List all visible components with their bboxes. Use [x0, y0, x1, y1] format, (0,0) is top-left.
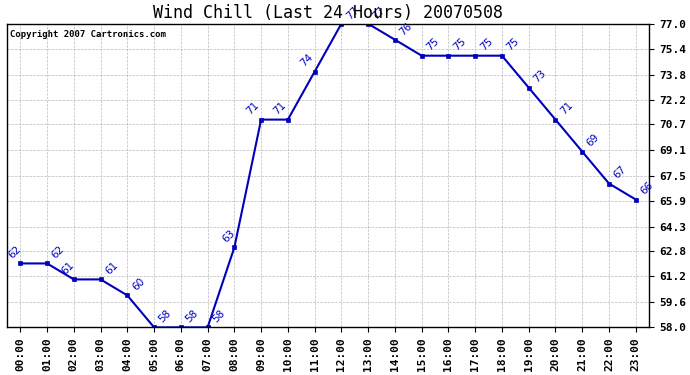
- Text: 61: 61: [60, 260, 77, 277]
- Text: 75: 75: [451, 36, 468, 53]
- Text: 73: 73: [531, 68, 548, 85]
- Text: 75: 75: [424, 36, 441, 53]
- Text: 60: 60: [130, 276, 146, 292]
- Text: 76: 76: [397, 21, 414, 37]
- Text: 58: 58: [184, 308, 200, 325]
- Title: Wind Chill (Last 24 Hours) 20070508: Wind Chill (Last 24 Hours) 20070508: [153, 4, 503, 22]
- Text: 77: 77: [344, 4, 361, 21]
- Text: 62: 62: [50, 244, 66, 261]
- Text: 71: 71: [271, 100, 288, 117]
- Text: 74: 74: [298, 53, 315, 69]
- Text: 71: 71: [558, 100, 575, 117]
- Text: Copyright 2007 Cartronics.com: Copyright 2007 Cartronics.com: [10, 30, 166, 39]
- Text: 66: 66: [638, 180, 655, 197]
- Text: 75: 75: [478, 36, 495, 53]
- Text: 58: 58: [157, 308, 173, 325]
- Text: 67: 67: [612, 164, 628, 181]
- Text: 75: 75: [504, 36, 521, 53]
- Text: 63: 63: [221, 228, 237, 244]
- Text: 62: 62: [6, 244, 23, 261]
- Text: 69: 69: [585, 132, 602, 149]
- Text: 77: 77: [371, 4, 387, 21]
- Text: 58: 58: [210, 308, 227, 325]
- Text: 71: 71: [244, 100, 261, 117]
- Text: 61: 61: [104, 260, 120, 277]
